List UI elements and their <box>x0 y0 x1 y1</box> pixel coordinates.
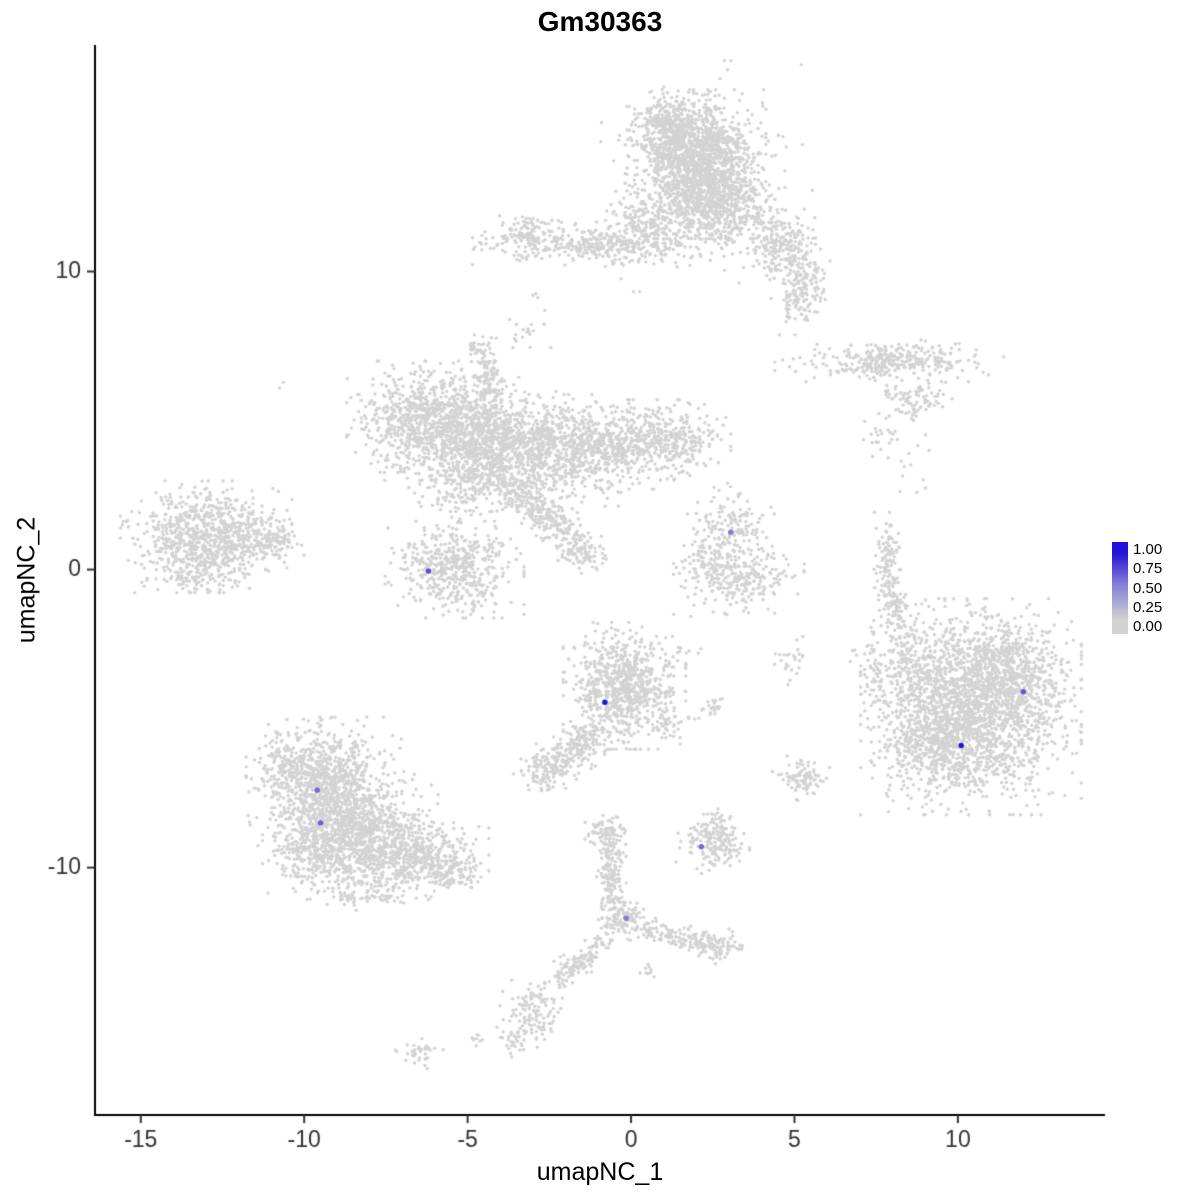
plot-title: Gm30363 <box>537 6 663 37</box>
legend-tick-label: 0.00 <box>1133 618 1163 635</box>
color-legend: 1.00 0.75 0.50 0.25 0.00 <box>1112 542 1162 634</box>
legend-tick-label: 1.00 <box>1133 541 1163 558</box>
x-axis-label: umapNC_1 <box>536 1158 664 1186</box>
legend-tick-label: 0.25 <box>1133 598 1163 616</box>
legend-tick-labels: 1.00 0.75 0.50 0.25 0.00 <box>1133 542 1162 634</box>
legend-tick-label: 0.75 <box>1133 560 1163 578</box>
legend-gradient-bar <box>1112 542 1128 634</box>
legend-tick-label: 0.50 <box>1133 579 1163 597</box>
y-axis-label: umapNC_2 <box>12 516 41 644</box>
